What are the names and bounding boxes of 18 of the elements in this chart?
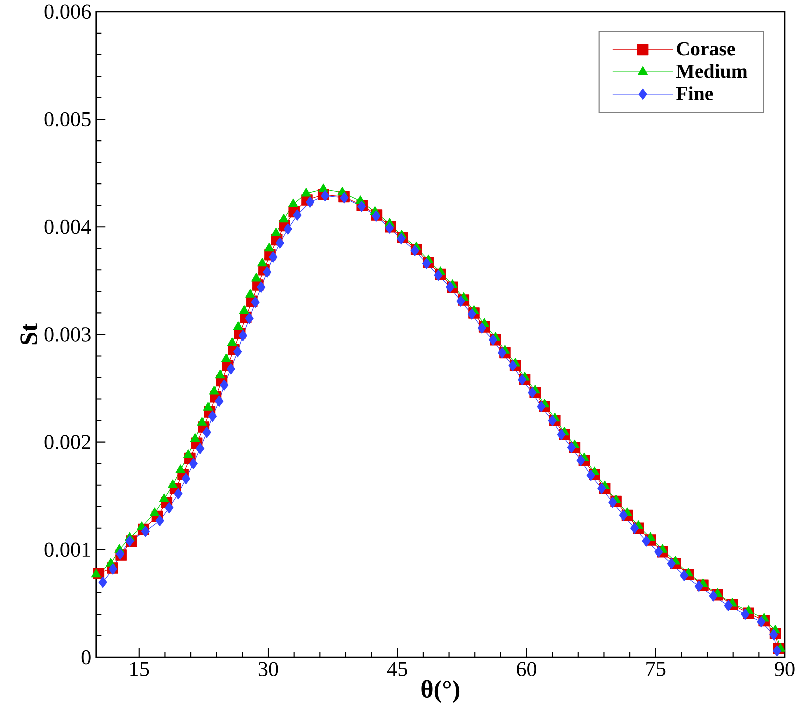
x-tick-label: 15 xyxy=(130,662,150,676)
legend-label: Fine xyxy=(676,86,714,100)
legend-label: Corase xyxy=(677,42,736,56)
y-tick-label: 0.006 xyxy=(44,4,92,20)
x-axis-title: θ(°) xyxy=(422,680,460,704)
legend-label: Medium xyxy=(676,64,748,78)
y-tick-label: 0.005 xyxy=(44,112,91,127)
x-tick-label: 45 xyxy=(387,662,408,676)
x-tick-label: 90 xyxy=(775,662,795,676)
y-tick-label: 0.004 xyxy=(44,220,92,234)
x-tick-label: 75 xyxy=(646,662,666,676)
y-tick-label: 0.001 xyxy=(44,542,90,558)
y-axis-title: St xyxy=(20,324,38,345)
y-tick-label: 0 xyxy=(82,650,91,665)
x-tick-label: 60 xyxy=(517,662,537,676)
y-tick-label: 0.002 xyxy=(44,435,91,450)
x-tick-label: 30 xyxy=(258,662,278,676)
y-tick-label: 0.003 xyxy=(44,327,91,342)
